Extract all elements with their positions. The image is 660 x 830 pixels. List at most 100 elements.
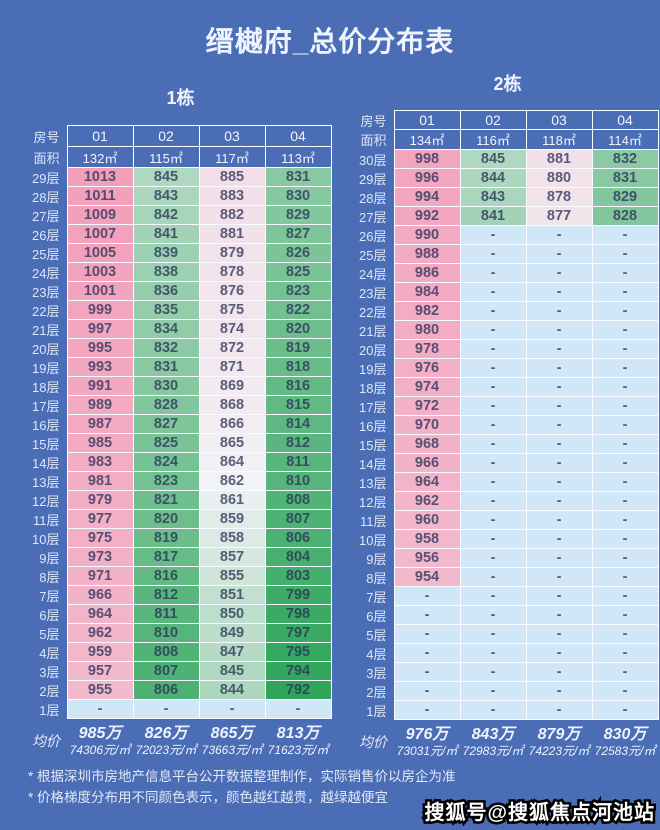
price-table-building-2: 房号 01 02 03 04 面积 134㎡ 116㎡ 118㎡ 114㎡ 30层 998 845 881… — [331, 110, 659, 764]
price-cell: 830 — [132, 376, 200, 396]
price-cell: 960 — [393, 510, 461, 530]
avg-total-price: 976万 — [405, 725, 449, 743]
price-cell: 962 — [393, 491, 461, 511]
floor-label: 17层 — [32, 398, 60, 414]
empty-price-cell: - — [264, 699, 332, 719]
area-cell: 116㎡ — [459, 129, 527, 150]
price-cell: 983 — [66, 452, 134, 472]
price-cell: 1007 — [66, 224, 134, 244]
price-cell: 830 — [264, 186, 332, 206]
price-cell: 964 — [393, 472, 461, 492]
price-cell: 974 — [393, 377, 461, 397]
empty-price-cell: - — [393, 700, 461, 720]
price-cell: 845 — [198, 661, 266, 681]
price-cell: 816 — [264, 376, 332, 396]
floor-label: 25层 — [32, 246, 60, 262]
building-1-table-slot: 房号 01 02 03 04 面积 132㎡ 115㎡ 117㎡ 113㎡ 29层 1013 845 88… — [4, 125, 332, 763]
empty-price-cell: - — [459, 358, 527, 378]
price-cell: 864 — [198, 452, 266, 472]
price-cell: 999 — [66, 300, 134, 320]
empty-price-cell: - — [459, 282, 527, 302]
empty-price-cell: - — [525, 548, 593, 568]
area-row-label: 面积 — [360, 133, 387, 148]
price-cell: 810 — [264, 471, 332, 491]
price-cell: 996 — [393, 168, 461, 188]
price-cell: 993 — [66, 357, 134, 377]
price-cell: 865 — [198, 433, 266, 453]
avg-price-cell: 843万 72983元/㎡ — [460, 720, 526, 764]
empty-price-cell: - — [525, 510, 593, 530]
price-cell: 843 — [132, 186, 200, 206]
empty-price-cell: - — [591, 567, 659, 587]
empty-price-cell: - — [459, 377, 527, 397]
empty-price-cell: - — [591, 605, 659, 625]
price-cell: 811 — [264, 452, 332, 472]
price-cell: 957 — [66, 661, 134, 681]
floor-label: 27层 — [359, 209, 387, 225]
empty-price-cell: - — [393, 643, 461, 663]
price-cell: 871 — [198, 357, 266, 377]
floor-label: 7层 — [366, 589, 387, 605]
price-cell: 832 — [132, 338, 200, 358]
floor-label: 20层 — [32, 341, 60, 357]
price-cell: 973 — [66, 547, 134, 567]
floor-label: 28层 — [32, 189, 60, 205]
empty-price-cell: - — [591, 320, 659, 340]
empty-price-cell: - — [591, 586, 659, 606]
empty-price-cell: - — [393, 624, 461, 644]
empty-price-cell: - — [591, 472, 659, 492]
empty-price-cell: - — [525, 662, 593, 682]
page-title: 缙樾府_总价分布表 — [205, 26, 455, 57]
avg-unit-price: 71623元/㎡ — [267, 742, 329, 757]
price-cell: 799 — [264, 585, 332, 605]
avg-unit-price: 74223元/㎡ — [528, 743, 590, 758]
price-cell: 881 — [525, 149, 593, 169]
empty-price-cell: - — [459, 415, 527, 435]
price-cell: 881 — [198, 224, 266, 244]
price-cell: 970 — [393, 415, 461, 435]
empty-price-cell: - — [459, 225, 527, 245]
price-cell: 819 — [264, 338, 332, 358]
empty-price-cell: - — [459, 586, 527, 606]
floor-label: 25层 — [359, 247, 387, 263]
price-cell: 878 — [525, 187, 593, 207]
floor-label: 15层 — [359, 437, 387, 453]
empty-price-cell: - — [591, 434, 659, 454]
empty-price-cell: - — [459, 453, 527, 473]
floor-label: 22层 — [359, 304, 387, 320]
floor-label: 1层 — [39, 702, 60, 718]
area-cell: 113㎡ — [264, 146, 332, 168]
price-cell: 818 — [264, 357, 332, 377]
price-cell: 795 — [264, 642, 332, 662]
floor-label: 10层 — [32, 531, 60, 547]
room-header-cell: 04 — [591, 110, 659, 130]
price-cell: 829 — [591, 187, 659, 207]
empty-price-cell: - — [459, 510, 527, 530]
empty-price-cell: - — [591, 415, 659, 435]
price-cell: 843 — [459, 187, 527, 207]
price-cell: 874 — [198, 319, 266, 339]
floor-label: 12层 — [359, 494, 387, 510]
floor-label: 28层 — [359, 190, 387, 206]
floor-label: 5层 — [366, 627, 387, 643]
price-cell: 850 — [198, 604, 266, 624]
floor-label: 9层 — [366, 551, 387, 567]
empty-price-cell: - — [525, 377, 593, 397]
empty-price-cell: - — [459, 434, 527, 454]
price-cell: 861 — [198, 490, 266, 510]
floor-label: 11层 — [360, 513, 387, 529]
floor-label: 23层 — [359, 285, 387, 301]
empty-price-cell: - — [459, 643, 527, 663]
floor-label: 13层 — [359, 475, 387, 491]
note-line: * 根据深圳市房地产信息平台公开数据整理制作，实际销售价以房企为准 — [28, 769, 456, 784]
floor-label: 4层 — [366, 646, 387, 662]
room-header-cell: 03 — [198, 125, 266, 147]
price-cell: 857 — [198, 547, 266, 567]
floor-label: 20层 — [359, 342, 387, 358]
price-cell: 1013 — [66, 167, 134, 187]
empty-price-cell: - — [393, 662, 461, 682]
room-header-cell: 03 — [525, 110, 593, 130]
floor-label: 26层 — [359, 228, 387, 244]
price-cell: 842 — [132, 205, 200, 225]
price-cell: 838 — [132, 262, 200, 282]
